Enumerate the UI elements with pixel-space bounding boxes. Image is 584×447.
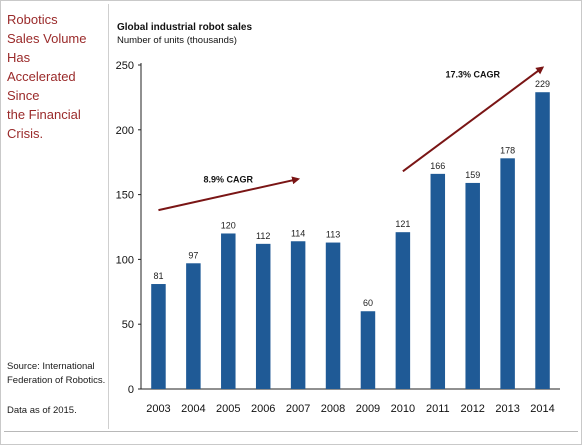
x-tick-label: 2007 — [286, 403, 310, 415]
bar — [255, 243, 271, 389]
x-tick-label: 2013 — [495, 403, 519, 415]
bar-value-label: 121 — [395, 219, 410, 229]
y-tick-label: 100 — [116, 254, 134, 266]
x-tick-label: 2012 — [460, 403, 484, 415]
x-tick-label: 2008 — [321, 403, 345, 415]
bar — [395, 232, 411, 389]
bar — [430, 173, 446, 389]
bar — [465, 182, 480, 389]
bar — [151, 284, 166, 389]
x-tick-label: 2011 — [426, 403, 450, 415]
y-tick-label: 250 — [116, 60, 134, 72]
bar — [221, 233, 236, 389]
x-tick-label: 2006 — [251, 403, 275, 415]
sidebar-headline: Robotics Sales Volume Has Accelerated Si… — [7, 12, 87, 141]
bar-value-label: 81 — [153, 271, 163, 281]
x-tick-label: 2010 — [391, 403, 415, 415]
cagr-arrow — [158, 176, 301, 212]
y-tick-label: 150 — [116, 190, 134, 202]
bar-value-label: 166 — [430, 161, 445, 171]
bar-value-label: 97 — [188, 250, 198, 260]
bar — [500, 158, 515, 389]
bar — [325, 242, 341, 389]
bar-value-label: 229 — [535, 79, 550, 89]
bar-value-label: 60 — [363, 298, 373, 308]
x-tick-label: 2003 — [146, 403, 170, 415]
bar-value-label: 114 — [291, 228, 305, 238]
sidebar-divider — [108, 4, 109, 429]
y-tick-label: 50 — [122, 319, 134, 331]
bar-value-label: 178 — [500, 145, 515, 155]
bar-value-label: 120 — [221, 220, 236, 230]
bottom-rule — [4, 431, 578, 432]
y-tick-label: 0 — [128, 384, 134, 396]
x-tick-label: 2014 — [530, 403, 554, 415]
source-note: Source: International Federation of Robo… — [7, 361, 106, 386]
bar — [360, 311, 376, 389]
cagr-label: 8.9% CAGR — [204, 175, 254, 185]
chart-subtitle: Number of units (thousands) — [117, 35, 237, 46]
data-as-of-note: Data as of 2015. — [7, 405, 77, 416]
cagr-arrow — [402, 66, 545, 173]
x-tick-label: 2009 — [356, 403, 380, 415]
bar-value-label: 113 — [326, 230, 340, 240]
bar — [186, 263, 201, 389]
bar-value-label: 112 — [256, 231, 270, 241]
y-tick-label: 200 — [116, 125, 134, 137]
bar-value-label: 159 — [465, 170, 480, 180]
x-tick-label: 2005 — [216, 403, 240, 415]
bar — [535, 92, 550, 389]
cagr-label: 17.3% CAGR — [445, 69, 500, 79]
x-tick-label: 2004 — [181, 403, 205, 415]
bar — [290, 241, 306, 389]
chart-title: Global industrial robot sales — [117, 22, 253, 33]
